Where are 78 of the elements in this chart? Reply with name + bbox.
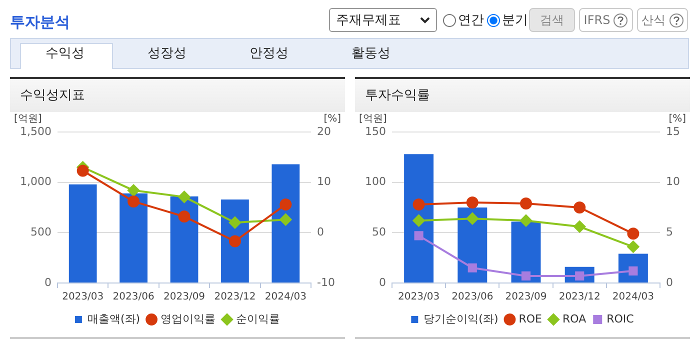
y-tick-label: 1,000 bbox=[20, 175, 52, 188]
point bbox=[280, 214, 292, 226]
x-tick-label: 2023/12 bbox=[214, 292, 256, 303]
point bbox=[468, 263, 477, 272]
y2-tick-label: -10 bbox=[317, 276, 335, 289]
y2-tick-label: 20 bbox=[317, 124, 332, 138]
x-tick-label: 2023/03 bbox=[62, 292, 104, 303]
point bbox=[412, 198, 425, 210]
y-tick-label: 500 bbox=[30, 226, 52, 239]
y-axis-title: [억원] bbox=[14, 114, 42, 125]
x-tick-label: 2023/06 bbox=[112, 292, 154, 303]
point bbox=[280, 198, 292, 210]
point bbox=[412, 214, 425, 227]
text: 수익성 bbox=[46, 46, 84, 61]
x-tick-label: 2023/03 bbox=[398, 292, 440, 303]
y-tick-label: 0 bbox=[378, 276, 386, 289]
point bbox=[76, 164, 89, 177]
point bbox=[574, 220, 586, 233]
point bbox=[520, 214, 532, 227]
y-tick-label: 0 bbox=[44, 276, 52, 289]
point bbox=[414, 231, 424, 240]
text: 산식 bbox=[642, 12, 666, 28]
x-tick-label: 2023/06 bbox=[452, 292, 494, 303]
legend-label: 순이익률 bbox=[236, 312, 280, 326]
text: 분기 bbox=[502, 12, 528, 29]
text: 검색 bbox=[540, 12, 564, 28]
text: 활동성 bbox=[352, 46, 390, 61]
point bbox=[520, 197, 532, 210]
y-tick-label: 100 bbox=[364, 175, 386, 188]
point bbox=[128, 184, 140, 196]
x-tick-label: 2024/03 bbox=[612, 292, 654, 303]
legend-label: ROE bbox=[518, 312, 542, 326]
y2-tick-label: 5 bbox=[666, 226, 674, 239]
point bbox=[466, 212, 478, 225]
point bbox=[521, 271, 531, 280]
legend-label: 영업이익률 bbox=[160, 312, 216, 326]
text: IFRS bbox=[584, 13, 610, 27]
legend-label: 당기순이익(좌) bbox=[424, 312, 498, 326]
point bbox=[178, 210, 190, 223]
text: 주재무제표 bbox=[336, 12, 401, 29]
x-tick-label: 2023/09 bbox=[505, 292, 547, 303]
point bbox=[228, 216, 241, 229]
point bbox=[466, 196, 478, 208]
y-tick-label: 50 bbox=[372, 226, 386, 239]
chart-title: 투자수익률 bbox=[355, 77, 690, 112]
bar bbox=[404, 154, 434, 282]
y2-axis-title: [%] bbox=[668, 114, 686, 125]
y-axis-title: [억원] bbox=[359, 114, 387, 125]
y2-axis-title: [%] bbox=[324, 114, 342, 125]
point bbox=[128, 195, 140, 208]
text: 안정성 bbox=[250, 46, 288, 61]
legend-label: ROA bbox=[562, 312, 587, 326]
y-tick-label: 150 bbox=[364, 124, 386, 138]
legend-label: ROIC bbox=[606, 312, 634, 326]
y2-tick-label: 10 bbox=[666, 175, 680, 188]
point bbox=[627, 240, 640, 253]
text: 연간 bbox=[458, 12, 484, 29]
y2-tick-label: 15 bbox=[666, 124, 680, 138]
y2-tick-label: 10 bbox=[317, 175, 332, 188]
bar bbox=[272, 164, 300, 282]
text: 투자분석 bbox=[10, 13, 70, 32]
bar bbox=[68, 184, 97, 282]
point bbox=[178, 190, 190, 203]
point bbox=[228, 235, 241, 248]
point bbox=[574, 202, 586, 214]
legend-label: 매출액(좌) bbox=[87, 312, 140, 326]
point bbox=[627, 228, 640, 240]
x-tick-label: 2023/09 bbox=[163, 292, 206, 303]
bar bbox=[170, 196, 198, 282]
bar bbox=[120, 193, 148, 282]
chart-title: 수익성지표 bbox=[10, 77, 345, 112]
y2-tick-label: 0 bbox=[317, 226, 324, 239]
x-tick-label: 2023/12 bbox=[558, 292, 600, 303]
text: 성장성 bbox=[148, 46, 186, 61]
y2-tick-label: 0 bbox=[666, 276, 674, 289]
x-tick-label: 2024/03 bbox=[264, 292, 306, 303]
bar bbox=[511, 222, 541, 282]
y-tick-label: 1,500 bbox=[20, 124, 52, 138]
